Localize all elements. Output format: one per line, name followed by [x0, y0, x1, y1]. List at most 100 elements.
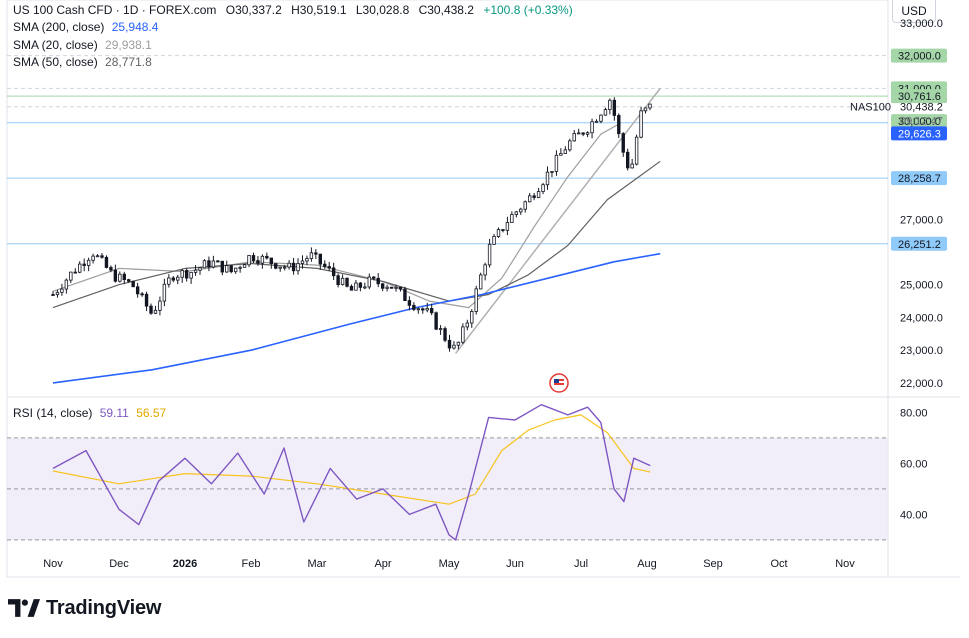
sma20-label: SMA (20, close) [13, 38, 98, 52]
rsi-legend[interactable]: RSI (14, close) 59.11 56.57 [13, 406, 166, 421]
candle-body [55, 291, 60, 296]
currency-selector[interactable]: USD [892, 0, 936, 23]
time-label-5: Apr [374, 558, 391, 570]
candle-body [536, 191, 541, 198]
candle-body [211, 260, 216, 268]
ohlc-high: H30,519.1 [291, 3, 347, 17]
candle-body [184, 270, 189, 279]
candle-body [643, 107, 648, 112]
symbol-header[interactable]: US 100 Cash CFD · 1D · FOREX.com O30,337… [13, 3, 573, 18]
candle-body [104, 256, 109, 268]
candle-body [630, 163, 634, 169]
candle-body [73, 271, 77, 274]
candle-body [559, 153, 563, 156]
time-label-9: Aug [637, 558, 657, 570]
candle-body [599, 114, 603, 122]
candle-body [474, 288, 478, 312]
candle-body [389, 286, 394, 289]
candle-body [207, 260, 211, 268]
candle-body [140, 293, 144, 296]
tradingview-logo-icon [8, 599, 40, 617]
price-tag-3: 30,000.0 [898, 116, 941, 128]
candle-body [256, 260, 260, 264]
candle-body [603, 109, 608, 116]
ohlc-low: L30,028.8 [355, 3, 410, 17]
price-tag-5: 28,258.7 [898, 173, 941, 185]
rsi-tick-2: 40.00 [900, 509, 928, 521]
candle-body [340, 277, 345, 286]
sma200-legend[interactable]: SMA (200, close) 25,948.4 [13, 20, 158, 35]
candle-body [64, 279, 69, 290]
candle-body [309, 252, 314, 259]
candle-body [349, 285, 354, 291]
series-line-3 [52, 252, 661, 384]
candle-body [621, 133, 625, 153]
candle-body [354, 282, 358, 291]
candle-body [576, 132, 581, 135]
candle-body [327, 266, 331, 269]
candle-body [242, 264, 247, 268]
candle-body [296, 263, 300, 272]
candle-body [456, 341, 461, 346]
sma200-label: SMA (200, close) [13, 20, 105, 34]
brand-name: TradingView [46, 596, 162, 619]
candle-body [318, 253, 322, 265]
price-tag-bg-3 [891, 114, 947, 129]
symbol-title[interactable]: US 100 Cash CFD · 1D · FOREX.com [13, 3, 217, 17]
candle-body [487, 243, 492, 266]
candle-body [167, 277, 171, 285]
candle-body [594, 120, 599, 123]
candle-body [220, 260, 224, 273]
candle-body [545, 171, 550, 186]
candle-body [251, 255, 256, 261]
candle-body [60, 288, 64, 293]
candle-body [278, 266, 282, 269]
last-price-symbol: NAS100 [850, 102, 891, 114]
candle-body [144, 293, 149, 307]
candle-body [314, 252, 318, 255]
candle-body [412, 304, 416, 310]
sma20-legend[interactable]: SMA (20, close) 29,938.1 [13, 38, 152, 53]
price-tick-5: 23,000.0 [900, 345, 943, 357]
price-tag-6: 26,251.2 [898, 239, 941, 251]
candle-body [202, 260, 207, 269]
tradingview-logo[interactable]: TradingView [8, 596, 161, 620]
candle-body [612, 99, 617, 116]
time-label-12: Nov [835, 558, 855, 570]
candle-body [514, 211, 519, 215]
candle-body [461, 326, 465, 343]
candle-body [162, 283, 167, 302]
candle-body [572, 133, 576, 142]
candle-body [265, 255, 269, 259]
candle-body [78, 263, 82, 273]
candle-body [358, 282, 363, 288]
candle-body [287, 262, 291, 268]
candle-body [247, 255, 251, 266]
candle-body [581, 132, 585, 135]
candle-body [585, 132, 590, 135]
candle-body [483, 264, 487, 276]
candle-body [385, 286, 389, 289]
bar-countdown: 09:12:47 [900, 116, 943, 128]
us-flag-event-icon[interactable] [549, 373, 569, 393]
candle-body [291, 262, 296, 272]
candle-body [519, 208, 523, 213]
time-label-10: Sep [703, 558, 723, 570]
candle-body [91, 255, 95, 261]
candle-body [176, 276, 180, 281]
rsi-ma-value: 56.57 [136, 406, 167, 420]
candle-body [216, 260, 220, 263]
candle-body [617, 115, 621, 135]
sma50-legend[interactable]: SMA (50, close) 28,771.8 [13, 55, 152, 70]
candles-group [51, 97, 652, 352]
time-label-3: Feb [242, 558, 261, 570]
candle-body [438, 328, 443, 330]
candle-body [180, 270, 184, 278]
candle-body [171, 277, 175, 281]
time-label-6: May [439, 558, 460, 570]
candle-body [608, 99, 612, 111]
time-label-7: Jun [506, 558, 524, 570]
time-label-4: Mar [308, 558, 327, 570]
candle-body [443, 328, 447, 341]
